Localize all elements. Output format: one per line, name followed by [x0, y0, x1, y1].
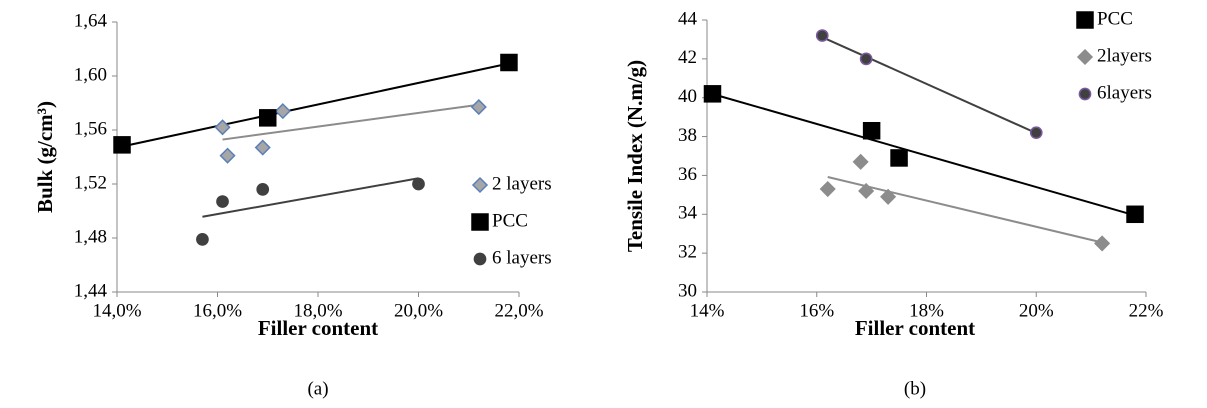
- caption: (a): [307, 378, 328, 399]
- legend-marker: [1078, 87, 1092, 101]
- legend-marker: [471, 213, 489, 231]
- y-axis-title: Bulk (g/cm³): [33, 101, 57, 213]
- x-tick-label: 18,0%: [293, 300, 342, 321]
- marker-diamond: [214, 119, 231, 136]
- legend-label: 2layers: [1097, 45, 1152, 66]
- y-tick-label: 30: [678, 280, 697, 301]
- x-tick-label: 14%: [690, 300, 725, 321]
- y-tick-label: 1,48: [74, 226, 107, 247]
- y-tick-label: 44: [678, 8, 698, 29]
- marker-diamond: [219, 147, 236, 164]
- marker-diamond: [858, 182, 875, 200]
- trendline: [827, 176, 1103, 244]
- marker-square: [862, 121, 881, 140]
- legend-label: PCC: [492, 210, 528, 231]
- x-axis-title: Filler content: [855, 316, 975, 340]
- trendline: [222, 103, 479, 141]
- marker-square: [703, 85, 722, 103]
- marker-circle: [412, 177, 425, 191]
- x-tick-label: 22,0%: [494, 300, 543, 321]
- legend-marker: [473, 252, 487, 266]
- x-tick-label: 20%: [1019, 300, 1054, 321]
- y-tick-label: 34: [678, 203, 698, 224]
- y-tick-label: 1,44: [74, 280, 108, 301]
- marker-square: [259, 109, 277, 127]
- x-tick-label: 14,0%: [92, 300, 141, 321]
- marker-circle: [256, 183, 270, 196]
- trendline: [821, 36, 1037, 135]
- marker-circle: [196, 233, 209, 246]
- marker-circle: [815, 29, 829, 42]
- y-tick-label: 32: [678, 242, 697, 263]
- y-tick-label: 1,64: [74, 10, 108, 31]
- marker-diamond: [1094, 235, 1111, 252]
- marker-diamond: [852, 153, 869, 170]
- legend-label: 2 layers: [492, 173, 552, 194]
- marker-circle: [859, 52, 873, 66]
- marker-diamond: [819, 180, 836, 198]
- marker-square: [500, 53, 518, 72]
- marker-diamond: [254, 139, 271, 156]
- y-tick-label: 1,56: [74, 118, 107, 139]
- x-tick-label: 22%: [1129, 300, 1164, 321]
- marker-circle: [1029, 126, 1043, 140]
- x-axis-title: Filler content: [258, 316, 378, 340]
- y-tick-label: 38: [678, 125, 697, 146]
- marker-square: [113, 136, 131, 154]
- trendline: [202, 177, 419, 218]
- marker-square: [890, 149, 908, 167]
- x-tick-label: 20,0%: [394, 300, 443, 321]
- y-tick-label: 1,52: [74, 172, 107, 193]
- trendline: [712, 93, 1136, 217]
- legend-marker: [1076, 11, 1094, 29]
- legend-label: PCC: [1097, 8, 1133, 29]
- caption: (b): [904, 378, 926, 399]
- x-tick-label: 16%: [799, 300, 834, 321]
- marker-diamond: [274, 103, 291, 120]
- marker-circle: [216, 195, 229, 208]
- y-tick-label: 42: [678, 47, 697, 68]
- x-tick-label: 16,0%: [193, 300, 242, 321]
- trendline: [121, 62, 510, 148]
- legend-label: 6 layers: [492, 247, 552, 268]
- y-tick-label: 40: [678, 86, 697, 107]
- marker-diamond: [880, 188, 897, 205]
- y-tick-label: 36: [678, 164, 697, 185]
- marker-square: [1126, 205, 1144, 224]
- y-axis-title: Tensile Index (N.m/g): [623, 60, 647, 252]
- legend-marker: [1076, 48, 1094, 66]
- legend-label: 6layers: [1097, 82, 1152, 103]
- marker-diamond: [470, 98, 487, 116]
- y-tick-label: 1,60: [74, 64, 107, 85]
- legend-marker: [471, 176, 489, 194]
- x-tick-label: 18%: [909, 300, 944, 321]
